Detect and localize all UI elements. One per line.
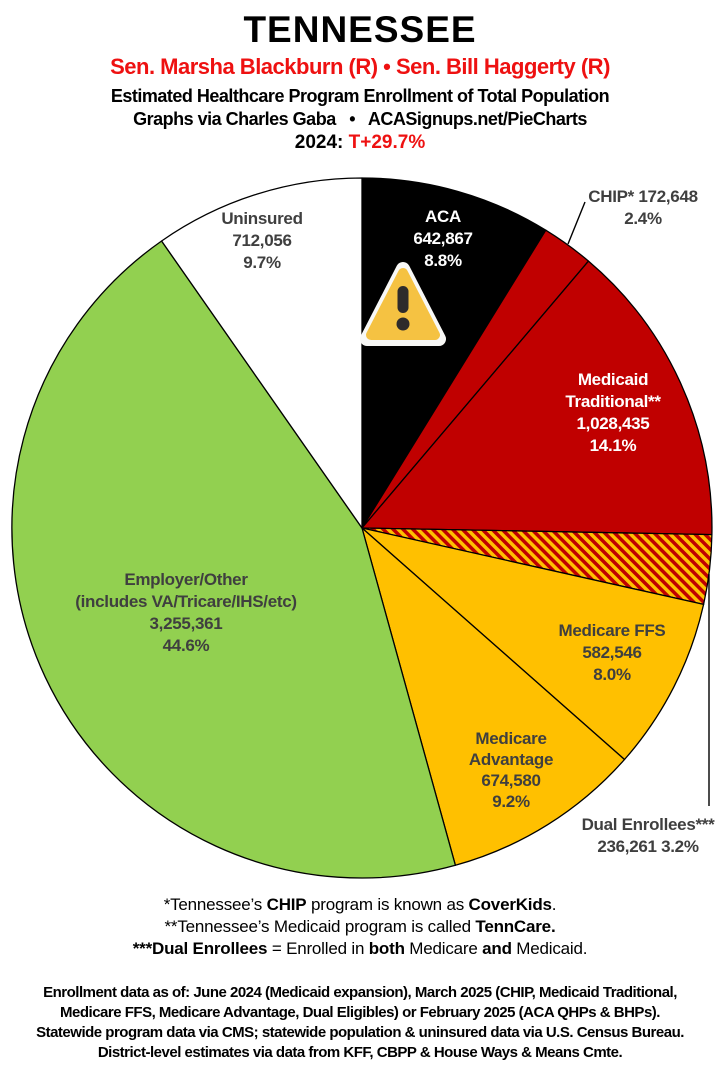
label-line: CHIP* 172,648 xyxy=(588,187,698,206)
footnote-text: TennCare. xyxy=(475,917,556,936)
label-line: 712,056 xyxy=(232,231,292,250)
label-line: 3,255,361 xyxy=(149,614,223,633)
label-line: Dual Enrollees*** xyxy=(581,815,715,834)
warning-icon xyxy=(360,262,446,346)
pie-slice-medicare-ffs xyxy=(361,527,705,761)
footnote-text: ***Dual Enrollees xyxy=(132,939,268,958)
label-line: Medicare xyxy=(475,729,547,748)
pie-slice-medicaid-traditional xyxy=(361,260,713,536)
label-line: 14.1% xyxy=(589,436,637,455)
label-line: 9.7% xyxy=(243,253,281,272)
label-line: Employer/Other xyxy=(124,570,248,589)
label-line: 642,867 xyxy=(413,229,473,248)
label-medicare-ffs: Medicare FFS 582,546 8.0% xyxy=(559,620,666,686)
subtitle-line-1: Estimated Healthcare Program Enrollment … xyxy=(110,86,610,106)
source-note: Enrollment data as of: June 2024 (Medica… xyxy=(0,983,720,1063)
year-label: 2024: xyxy=(294,132,344,153)
footnote-text: Medicaid. xyxy=(511,939,588,958)
label-line: (includes VA/Tricare/IHS/etc) xyxy=(75,592,297,611)
footnote-text: both xyxy=(368,939,405,958)
page-title: TENNESSEE xyxy=(243,9,477,50)
senators-line: Sen. Marsha Blackburn (R) • Sen. Bill Ha… xyxy=(110,54,610,79)
source-line: Medicare FFS, Medicare Advantage, Dual E… xyxy=(60,1004,660,1021)
label-line: 582,546 xyxy=(582,643,642,662)
label-dual-enrollees: Dual Enrollees*** 236,261 3.2% xyxy=(582,814,715,858)
chip-leader-line xyxy=(567,201,586,245)
pie-slice-medicare-advantage xyxy=(361,527,626,866)
footnote-text: CHIP xyxy=(266,895,307,914)
label-line: Medicare FFS xyxy=(558,621,666,640)
label-uninsured: Uninsured 712,056 9.7% xyxy=(221,208,303,274)
label-line: 236,261 3.2% xyxy=(597,837,699,856)
label-medicaid-traditional: Medicaid Traditional** 1,028,435 14.1% xyxy=(565,369,661,457)
footnote-text: CoverKids xyxy=(468,895,552,914)
footnote-text: . xyxy=(551,895,557,914)
partisan-lean-text: T+29.7% xyxy=(348,132,426,153)
footnote-chip: *Tennessee’s CHIP program is known as Co… xyxy=(0,894,720,916)
footnote-text: and xyxy=(482,939,512,958)
label-line: 2.4% xyxy=(624,209,662,228)
footnote-text: *Tennessee’s xyxy=(163,895,267,914)
source-line: Enrollment data as of: June 2024 (Medica… xyxy=(43,984,677,1001)
pie xyxy=(11,177,713,879)
subtitle-line-2: Graphs via Charles Gaba • ACASignups.net… xyxy=(133,109,587,129)
label-line: 8.0% xyxy=(593,665,631,684)
warning-icon-exclamation-bar xyxy=(397,286,409,313)
pie-slice-uninsured xyxy=(160,177,363,529)
label-aca: ACA 642,867 8.8% xyxy=(413,206,473,272)
source-line: Statewide program data via CMS; statewid… xyxy=(36,1024,684,1041)
label-medicare-advantage: Medicare Advantage 674,580 9.2% xyxy=(468,728,554,812)
label-line: Uninsured xyxy=(221,209,303,228)
pie-slice-employer-other xyxy=(11,240,457,879)
label-line: 674,580 xyxy=(481,771,541,790)
label-line: Advantage xyxy=(468,750,554,769)
label-line: 9.2% xyxy=(492,792,530,811)
source-line: District-level estimates via data from K… xyxy=(97,1044,623,1061)
label-line: Medicaid xyxy=(577,370,649,389)
label-line: 1,028,435 xyxy=(576,414,650,433)
footnote-text: program is known as xyxy=(306,895,469,914)
warning-icon-exclamation-dot xyxy=(396,317,410,331)
footnote-text: Medicare xyxy=(404,939,483,958)
label-line: 8.8% xyxy=(424,251,462,270)
footnote-medicaid: **Tennessee’s Medicaid program is called… xyxy=(0,916,720,938)
footnotes: *Tennessee’s CHIP program is known as Co… xyxy=(0,894,720,960)
label-line: ACA xyxy=(425,207,461,226)
footnote-dual: ***Dual Enrollees = Enrolled in both Med… xyxy=(0,938,720,960)
label-line: Traditional** xyxy=(565,392,661,411)
footnote-text: **Tennessee’s Medicaid program is called xyxy=(164,917,476,936)
footnote-text: = Enrolled in xyxy=(267,939,369,958)
partisan-lean-line: 2024: T+29.7% xyxy=(0,131,720,155)
label-chip: CHIP* 172,648 2.4% xyxy=(588,186,698,230)
label-employer-other: Employer/Other (includes VA/Tricare/IHS/… xyxy=(75,569,297,657)
label-line: 44.6% xyxy=(162,636,210,655)
